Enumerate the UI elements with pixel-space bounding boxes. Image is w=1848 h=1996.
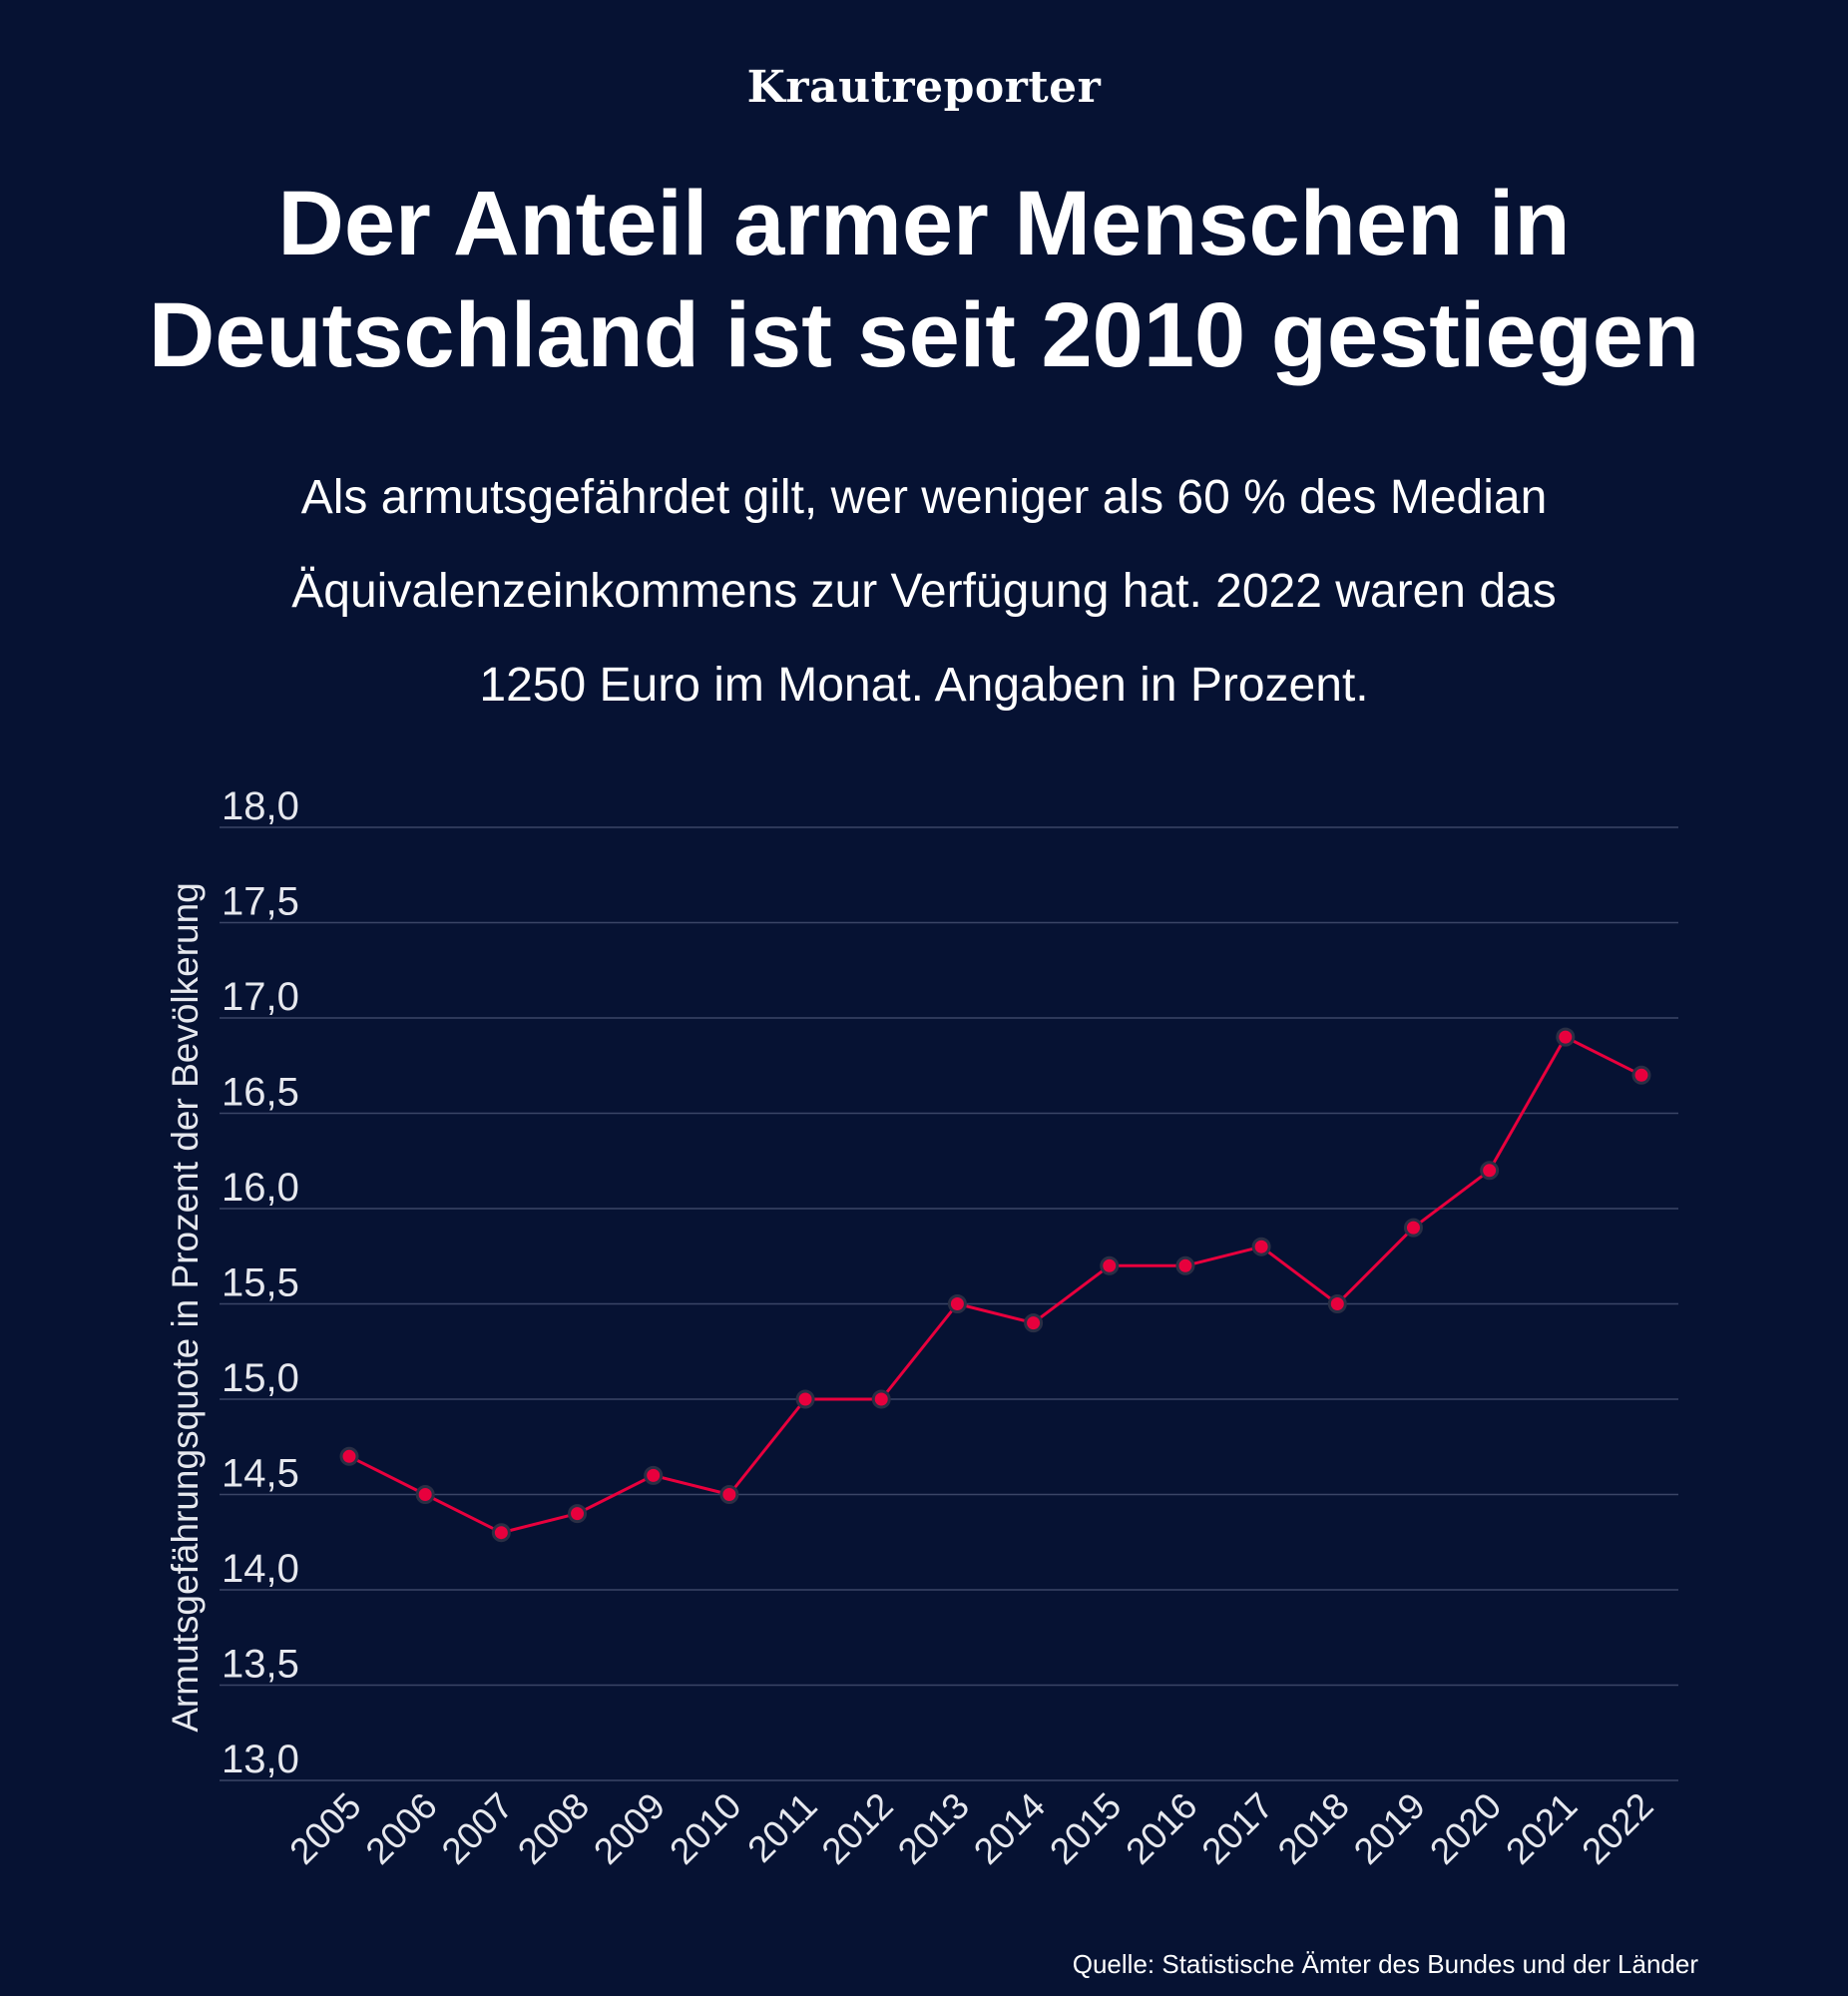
y-tick-label: 15,0 [222,1356,299,1400]
chart-subtitle: Als armutsgefährdet gilt, wer weniger al… [176,451,1672,733]
grid-lines [220,826,1678,1781]
subtitle-line-1: Als armutsgefährdet gilt, wer weniger al… [300,471,1548,524]
x-tick-label: 2011 [739,1785,824,1870]
x-tick-label: 2005 [281,1785,368,1872]
data-series [339,1027,1651,1543]
series-line [348,1035,1642,1535]
y-axis-label: Armutsgefährungsquote in Prozent der Bev… [165,882,206,1733]
x-tick-label: 2016 [1118,1785,1204,1872]
data-point [1480,1161,1500,1181]
x-axis-ticks: 2005200620072008200920102011201220132014… [281,1785,1660,1872]
data-point [644,1465,664,1485]
x-tick-label: 2017 [1194,1785,1281,1872]
data-point [1556,1027,1576,1047]
data-point [719,1485,739,1504]
source-note: Quelle: Statistische Ämter des Bundes un… [1072,1949,1698,1979]
y-tick-label: 13,5 [222,1643,299,1687]
x-tick-label: 2006 [358,1785,445,1872]
y-tick-label: 17,0 [222,975,299,1019]
data-point [568,1504,588,1524]
data-point [1024,1313,1044,1333]
title-line-2: Deutschland ist seit 2010 gestiegen [148,284,1700,386]
title-line-1: Der Anteil armer Menschen in [277,173,1571,274]
data-point [795,1389,815,1409]
y-tick-label: 18,0 [222,784,299,828]
x-tick-label: 2014 [966,1785,1053,1872]
y-axis-ticks: 13,0 13,5 14,0 14,5 15,0 15,5 16,0 16,5 17,0 17,5… [222,784,299,1781]
x-tick-label: 2020 [1422,1785,1509,1872]
data-point [1403,1218,1423,1238]
x-tick-label: 2009 [586,1785,673,1872]
data-point [491,1523,511,1543]
x-tick-label: 2010 [662,1785,748,1872]
x-tick-label: 2012 [814,1785,901,1872]
data-point [1631,1065,1651,1085]
data-point [339,1446,359,1466]
y-tick-label: 16,0 [222,1166,299,1210]
subtitle-line-3: 1250 Euro im Monat. Angaben in Prozent. [479,659,1369,712]
y-tick-label: 14,5 [222,1452,299,1496]
data-point [871,1389,891,1409]
y-tick-label: 17,5 [222,880,299,924]
x-tick-label: 2022 [1574,1785,1660,1872]
x-tick-label: 2019 [1346,1785,1433,1872]
data-point [1175,1255,1195,1275]
data-point [415,1485,435,1504]
data-point [947,1294,967,1313]
x-tick-label: 2007 [434,1785,521,1872]
data-point [1327,1294,1347,1313]
y-tick-label: 15,5 [222,1261,299,1305]
x-tick-label: 2021 [1498,1785,1585,1872]
subtitle-line-2: Äquivalenzeinkommens zur Verfügung hat. … [291,565,1557,618]
x-tick-label: 2008 [510,1785,597,1872]
y-tick-label: 16,5 [222,1071,299,1115]
x-tick-label: 2018 [1270,1785,1357,1872]
y-tick-label: 13,0 [222,1738,299,1781]
y-tick-label: 14,0 [222,1547,299,1591]
data-point [1100,1255,1120,1275]
brand-logo: Krautreporter [746,62,1102,113]
x-tick-label: 2013 [890,1785,977,1872]
x-tick-label: 2015 [1042,1785,1129,1872]
chart-title: Der Anteil armer Menschen in Deutschland… [0,168,1848,391]
data-point [1251,1237,1271,1256]
